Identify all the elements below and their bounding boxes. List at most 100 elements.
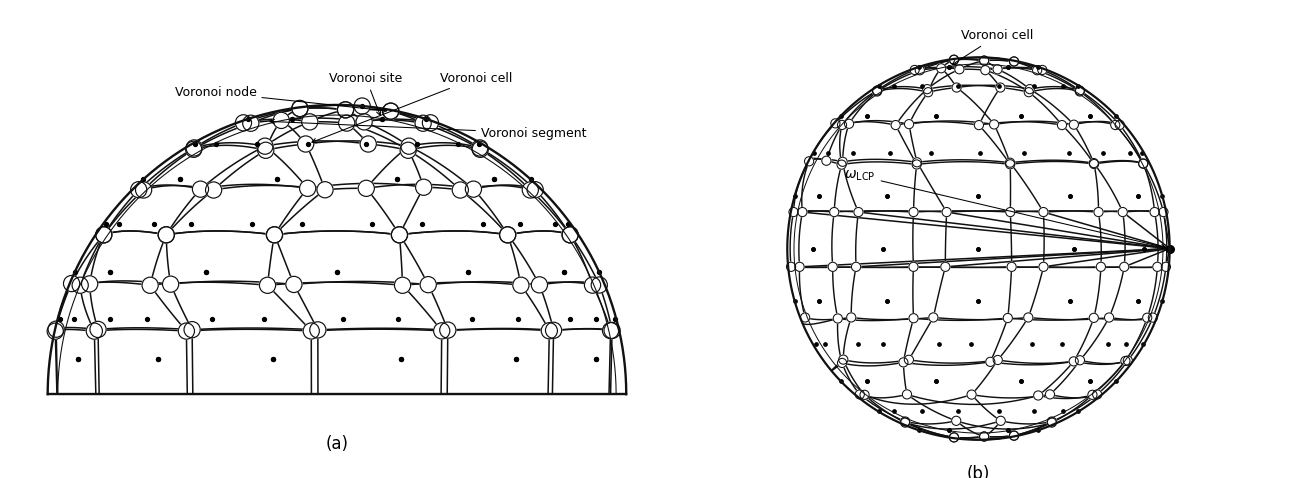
Circle shape: [905, 120, 914, 129]
Circle shape: [839, 355, 848, 364]
Circle shape: [1118, 207, 1128, 217]
Circle shape: [801, 313, 810, 322]
Circle shape: [1152, 262, 1163, 272]
Circle shape: [846, 313, 855, 322]
Circle shape: [1087, 390, 1096, 400]
Circle shape: [1010, 431, 1019, 440]
Circle shape: [266, 227, 283, 243]
Circle shape: [997, 416, 1006, 425]
Circle shape: [184, 322, 200, 338]
Circle shape: [901, 418, 910, 427]
Text: (b): (b): [967, 465, 990, 478]
Circle shape: [400, 138, 417, 154]
Circle shape: [434, 323, 450, 339]
Circle shape: [986, 357, 995, 367]
Circle shape: [910, 65, 919, 75]
Circle shape: [420, 277, 437, 293]
Circle shape: [292, 100, 308, 117]
Circle shape: [337, 102, 354, 118]
Circle shape: [96, 227, 111, 243]
Circle shape: [855, 390, 864, 399]
Circle shape: [908, 207, 918, 217]
Circle shape: [185, 141, 202, 157]
Circle shape: [1058, 120, 1067, 130]
Circle shape: [995, 83, 1004, 92]
Circle shape: [831, 119, 840, 128]
Circle shape: [872, 86, 881, 95]
Circle shape: [1104, 313, 1113, 322]
Circle shape: [912, 158, 921, 167]
Text: (a): (a): [325, 435, 349, 453]
Circle shape: [87, 323, 102, 339]
Circle shape: [798, 207, 807, 217]
Circle shape: [901, 417, 910, 426]
Circle shape: [905, 355, 914, 364]
Circle shape: [73, 277, 88, 293]
Circle shape: [452, 182, 468, 198]
Circle shape: [980, 56, 989, 65]
Circle shape: [829, 207, 839, 217]
Text: Voronoi site: Voronoi site: [329, 72, 403, 115]
Circle shape: [1047, 417, 1056, 426]
Circle shape: [1139, 159, 1148, 168]
Circle shape: [422, 115, 438, 131]
Circle shape: [975, 120, 984, 130]
Circle shape: [1150, 207, 1159, 217]
Circle shape: [391, 227, 408, 243]
Circle shape: [993, 65, 1002, 74]
Circle shape: [584, 277, 600, 293]
Text: Voronoi cell: Voronoi cell: [953, 29, 1034, 65]
Circle shape: [604, 322, 621, 338]
Circle shape: [1034, 391, 1043, 400]
Circle shape: [861, 390, 870, 400]
Circle shape: [187, 140, 202, 156]
Circle shape: [1124, 356, 1133, 365]
Circle shape: [828, 262, 837, 272]
Circle shape: [937, 64, 946, 73]
Circle shape: [158, 227, 175, 243]
Circle shape: [950, 433, 959, 442]
Circle shape: [851, 262, 861, 272]
Circle shape: [391, 227, 407, 243]
Circle shape: [967, 390, 976, 399]
Circle shape: [1006, 207, 1015, 217]
Circle shape: [1039, 262, 1048, 272]
Circle shape: [591, 277, 608, 293]
Circle shape: [981, 65, 990, 75]
Circle shape: [1111, 120, 1120, 130]
Circle shape: [258, 142, 273, 158]
Circle shape: [950, 433, 959, 442]
Circle shape: [1076, 87, 1085, 96]
Circle shape: [1039, 207, 1048, 217]
Circle shape: [1094, 207, 1103, 217]
Circle shape: [923, 85, 932, 94]
Circle shape: [267, 227, 283, 243]
Circle shape: [872, 87, 881, 96]
Circle shape: [980, 56, 989, 65]
Circle shape: [192, 181, 209, 197]
Circle shape: [562, 227, 578, 243]
Circle shape: [1024, 313, 1033, 322]
Circle shape: [1010, 57, 1019, 66]
Circle shape: [908, 262, 918, 272]
Circle shape: [1010, 57, 1019, 66]
Text: Voronoi node: Voronoi node: [175, 86, 386, 112]
Circle shape: [562, 227, 578, 243]
Circle shape: [394, 277, 411, 293]
Circle shape: [1120, 262, 1129, 272]
Circle shape: [337, 102, 354, 118]
Circle shape: [89, 321, 106, 337]
Circle shape: [908, 314, 918, 323]
Circle shape: [854, 207, 863, 217]
Circle shape: [358, 180, 375, 196]
Circle shape: [1047, 418, 1056, 427]
Circle shape: [318, 182, 333, 198]
Circle shape: [1069, 120, 1078, 129]
Circle shape: [1010, 431, 1019, 440]
Circle shape: [400, 142, 416, 158]
Circle shape: [1033, 65, 1042, 75]
Circle shape: [236, 115, 251, 131]
Circle shape: [805, 157, 814, 166]
Circle shape: [136, 182, 152, 198]
Circle shape: [1096, 262, 1105, 272]
